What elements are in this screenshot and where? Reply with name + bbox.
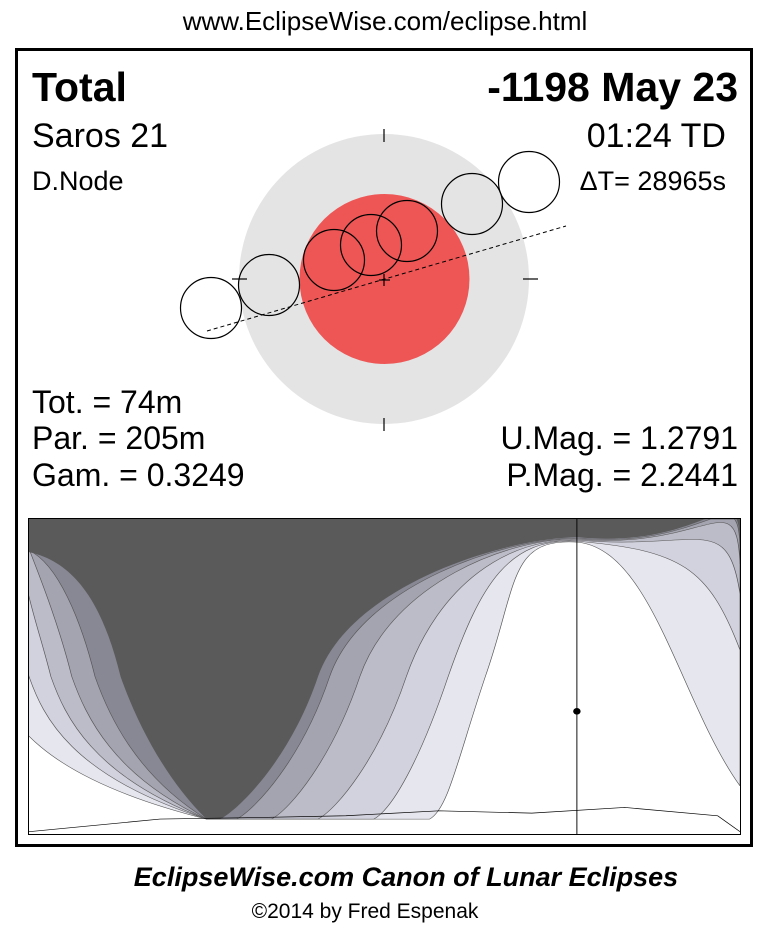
- eclipse-geometry-diagram: [179, 129, 567, 431]
- moon-path-line: [206, 225, 567, 332]
- eclipse-type: Total: [32, 64, 127, 110]
- moon-position: [237, 253, 301, 317]
- saros-number: Saros 21: [32, 117, 169, 155]
- node-label: D.Node: [32, 166, 124, 196]
- moon-position: [302, 228, 366, 292]
- penumbral-magnitude: P.Mag. = 2.2441: [506, 457, 738, 493]
- greatest-eclipse-point: [573, 708, 581, 715]
- eclipse-time: 01:24 TD: [586, 117, 726, 155]
- gamma-value: Gam. = 0.3249: [32, 457, 245, 493]
- antarctica-coastline: [29, 807, 740, 833]
- moon-position: [339, 213, 403, 277]
- delta-t: ΔT= 28965s: [579, 166, 726, 196]
- moon-position: [375, 199, 439, 263]
- eclipse-panel-frame: [15, 48, 753, 847]
- visibility-world-map: [28, 518, 741, 835]
- moon-position: [179, 276, 243, 340]
- footer-copyright: ©2014 by Fred Espenak: [251, 900, 479, 923]
- partial-duration: Par. = 205m: [32, 420, 206, 456]
- no-eclipse-region: [29, 519, 740, 820]
- totality-duration: Tot. = 74m: [32, 384, 183, 420]
- footer-title: EclipseWise.com Canon of Lunar Eclipses: [133, 862, 679, 892]
- moon-position: [497, 150, 561, 214]
- source-url: www.EclipseWise.com/eclipse.html: [182, 6, 588, 36]
- eclipse-date: -1198 May 23: [487, 64, 738, 110]
- moon-position: [440, 172, 504, 236]
- umbral-magnitude: U.Mag. = 1.2791: [500, 420, 738, 456]
